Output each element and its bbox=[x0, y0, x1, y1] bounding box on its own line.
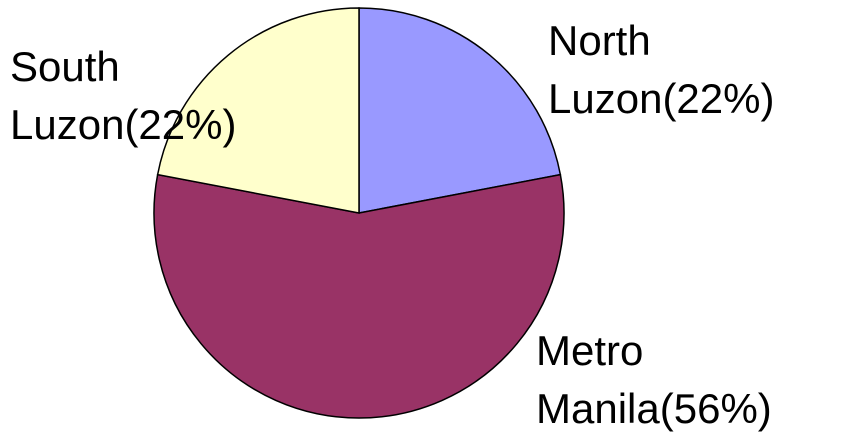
value-label: (22%) bbox=[662, 75, 775, 122]
value-label: (22%) bbox=[124, 101, 237, 148]
slice-label: South Luzon(22%) bbox=[10, 38, 310, 154]
pie-slice bbox=[358, 7, 562, 214]
category-label: South Luzon bbox=[10, 43, 125, 148]
value-label: (56%) bbox=[659, 385, 772, 432]
pie-slice bbox=[153, 173, 565, 419]
category-label: Metro Manila bbox=[536, 327, 660, 432]
category-label: North Luzon bbox=[548, 17, 663, 122]
slice-label: Metro Manila(56%) bbox=[536, 322, 841, 438]
slice-label: North Luzon(22%) bbox=[548, 12, 841, 128]
pie-slice bbox=[156, 7, 360, 214]
